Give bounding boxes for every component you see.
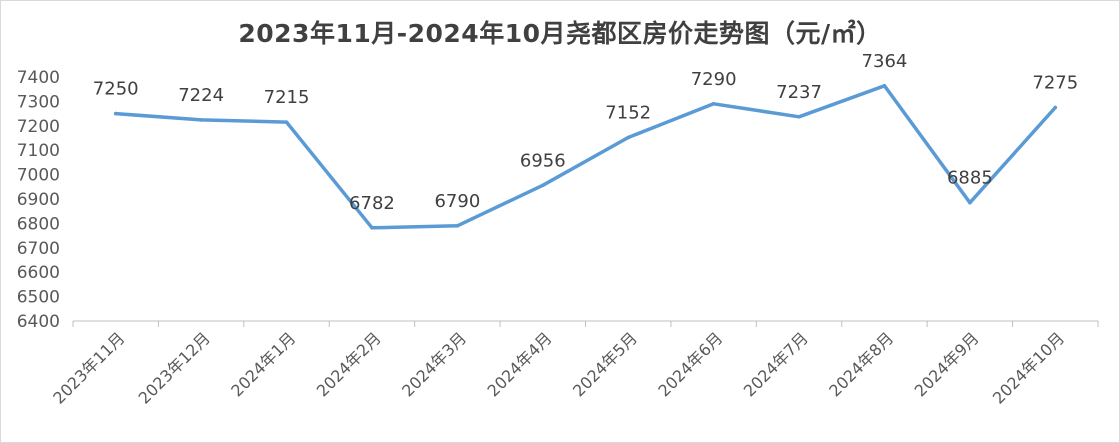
data-point <box>284 120 289 124</box>
data-label: 6956 <box>520 150 566 171</box>
data-point <box>626 135 631 140</box>
series-line <box>113 84 1058 230</box>
data-point <box>199 118 203 122</box>
data-point <box>113 111 118 116</box>
y-tick-label: 7300 <box>17 92 60 112</box>
x-tick-label: 2024年2月 <box>313 328 385 400</box>
y-tick-label: 7100 <box>17 141 60 161</box>
x-tick-label: 2024年9月 <box>911 328 983 400</box>
data-point <box>711 102 716 106</box>
x-tick-label: 2024年4月 <box>484 328 556 400</box>
data-label: 7290 <box>691 69 737 90</box>
y-tick-label: 6800 <box>17 214 60 234</box>
data-point <box>1053 105 1058 110</box>
y-tick-label: 7000 <box>17 166 60 186</box>
y-tick-label: 7400 <box>17 68 60 88</box>
data-point <box>370 225 374 230</box>
data-label: 6885 <box>947 168 993 189</box>
data-label: 6782 <box>349 193 395 214</box>
data-label: 7275 <box>1032 73 1078 94</box>
x-tick-label: 2024年3月 <box>398 328 470 400</box>
y-tick-label: 6900 <box>17 190 60 210</box>
data-label: 7215 <box>264 87 310 108</box>
data-label: 7237 <box>776 82 822 103</box>
data-point <box>540 183 545 188</box>
data-label: 7224 <box>178 85 224 106</box>
x-tick-label: 2024年5月 <box>569 328 641 400</box>
data-label: 7152 <box>605 103 651 124</box>
y-tick-label: 6600 <box>17 263 60 283</box>
y-tick-label: 6700 <box>17 239 60 259</box>
x-tick-label: 2024年6月 <box>654 328 726 400</box>
data-point <box>797 114 801 119</box>
y-tick-label: 6400 <box>17 312 60 332</box>
data-label: 6790 <box>434 191 480 212</box>
data-point <box>455 224 460 228</box>
y-tick-label: 7200 <box>17 117 60 137</box>
x-tick-label: 2024年7月 <box>740 328 812 400</box>
x-tick-label: 2024年8月 <box>825 328 897 400</box>
data-label: 7250 <box>93 79 139 100</box>
x-tick-label: 2024年10月 <box>989 328 1068 407</box>
chart-title: 2023年11月-2024年10月尧都区房价走势图（元/㎡） <box>238 19 882 48</box>
data-point <box>968 200 972 205</box>
x-tick-label: 2024年1月 <box>227 328 299 400</box>
data-point <box>882 83 887 88</box>
x-tick-label: 2023年11月 <box>49 328 128 407</box>
data-label: 7364 <box>862 51 908 72</box>
y-tick-label: 6500 <box>17 288 60 308</box>
x-tick-label: 2023年12月 <box>135 328 214 407</box>
